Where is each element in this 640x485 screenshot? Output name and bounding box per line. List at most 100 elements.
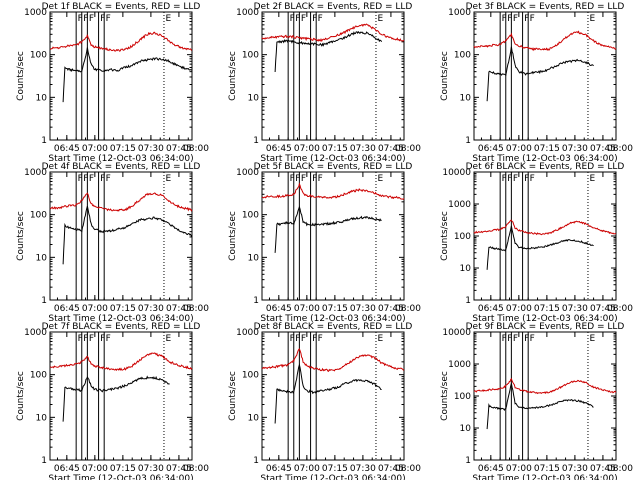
plot-frame [473,171,617,301]
plot-frame [473,11,617,141]
chart-panel-3: Det 3f BLACK = Events, RED = LLD 1 10 100 10… [440,2,633,164]
y-tick-label: 10000 [442,168,471,178]
time-marker-label: F [312,14,317,24]
y-tick-label: 1000 [236,168,259,178]
x-tick-label: 08:00 [183,144,209,154]
x-tick-label: 07:15 [110,464,136,474]
time-marker-label: F [100,174,105,184]
x-tick-label: 07:45 [378,464,404,474]
x-tick-label: 07:15 [322,304,348,314]
y-axis-label: Counts/sec [440,51,450,101]
x-tick-label: 07:45 [590,144,616,154]
time-marker-label: F [318,334,323,344]
x-tick-label: 06:45 [266,464,292,474]
y-tick-label: 10 [248,253,260,263]
x-tick-label: 07:15 [322,144,348,154]
x-tick-label: 07:00 [506,144,532,154]
y-axis-label: Counts/sec [16,51,26,101]
y-tick-label: 10 [460,424,472,434]
x-tick-label: 07:30 [562,304,588,314]
y-tick-label: 1 [253,296,259,306]
time-marker-label: F [312,174,317,184]
x-tick-label: 07:45 [166,304,192,314]
x-tick-label: 06:45 [54,144,80,154]
y-tick-label: 1 [41,296,47,306]
x-tick-label: 06:45 [266,304,292,314]
y-tick-label: 10 [248,413,260,423]
y-axis-label: Counts/sec [228,211,238,261]
time-marker-label: F [530,174,535,184]
plot-frame [49,11,193,141]
time-marker-label: F [301,14,306,24]
y-tick-label: 100 [454,392,471,402]
time-marker-label: F [301,334,306,344]
time-marker-label: E [589,174,595,184]
y-tick-label: 10 [36,413,48,423]
time-marker-label: F [78,334,83,344]
series-line-events [274,30,383,73]
chart-title: Det 7f BLACK = Events, RED = LLD [42,322,201,332]
y-tick-label: 100 [242,51,259,61]
time-marker-label: F [290,174,295,184]
x-tick-label: 07:30 [138,144,164,154]
chart-panel-9: Det 9f BLACK = Events, RED = LLD 1 10 100 10… [440,322,633,484]
x-tick-label: 07:00 [294,304,320,314]
series-line-lld [261,347,405,372]
y-tick-label: 10 [248,93,260,103]
time-marker-label: F [312,334,317,344]
x-tick-label: 07:00 [82,144,108,154]
x-tick-label: 07:00 [82,464,108,474]
time-marker-label: F [89,334,94,344]
x-tick-label: 06:45 [478,464,504,474]
time-marker-label: F [100,14,105,24]
time-marker-label: E [377,174,383,184]
x-tick-label: 07:45 [166,464,192,474]
x-tick-label: 07:15 [534,304,560,314]
time-marker-label: F [513,334,518,344]
chart-title: Det 5f BLACK = Events, RED = LLD [254,162,413,172]
x-tick-label: 07:15 [322,464,348,474]
time-marker-label: E [589,334,595,344]
time-marker-label: F [78,14,83,24]
time-marker-label: F [78,174,83,184]
series-line-lld [473,219,617,236]
y-tick-label: 100 [30,371,47,381]
plot-frame [473,331,617,461]
x-tick-label: 08:00 [183,464,209,474]
x-axis-label: Start Time (12-Oct-03 06:34:00) [472,154,617,164]
series-line-events [486,46,594,102]
chart-title: Det 2f BLACK = Events, RED = LLD [254,2,413,12]
series-line-events [62,47,193,103]
time-marker-label: E [377,14,383,24]
time-marker-label: F [106,14,111,24]
chart-title: Det 6f BLACK = Events, RED = LLD [466,162,625,172]
time-marker-label: F [295,334,300,344]
x-axis-label: Start Time (12-Oct-03 06:34:00) [260,314,405,324]
y-axis-label: Counts/sec [16,371,26,421]
time-marker-label: F [524,334,529,344]
x-tick-label: 08:00 [395,464,421,474]
y-tick-label: 1 [465,296,471,306]
y-tick-label: 1 [41,136,47,146]
y-axis-label: Counts/sec [228,371,238,421]
y-tick-label: 1000 [24,8,47,18]
x-tick-label: 07:00 [506,464,532,474]
y-tick-label: 1000 [448,360,471,370]
x-tick-label: 08:00 [183,304,209,314]
time-marker-label: E [165,334,171,344]
x-tick-label: 06:45 [54,464,80,474]
y-tick-label: 1000 [236,8,259,18]
x-tick-label: 08:00 [607,304,633,314]
time-marker-label: F [502,174,507,184]
chart-panel-4: Det 4f BLACK = Events, RED = LLD 1 10 100 10… [16,162,209,324]
time-marker-label: F [513,14,518,24]
chart-title: Det 4f BLACK = Events, RED = LLD [42,162,201,172]
chart-panel-6: Det 6f BLACK = Events, RED = LLD 1 10 100 10… [440,162,633,324]
x-axis-label: Start Time (12-Oct-03 06:34:00) [260,474,405,480]
plot-frame [49,171,193,301]
time-marker-label: F [301,174,306,184]
y-tick-label: 1 [465,456,471,466]
series-line-events [274,205,382,253]
time-marker-label: F [524,14,529,24]
y-tick-label: 1 [465,136,471,146]
